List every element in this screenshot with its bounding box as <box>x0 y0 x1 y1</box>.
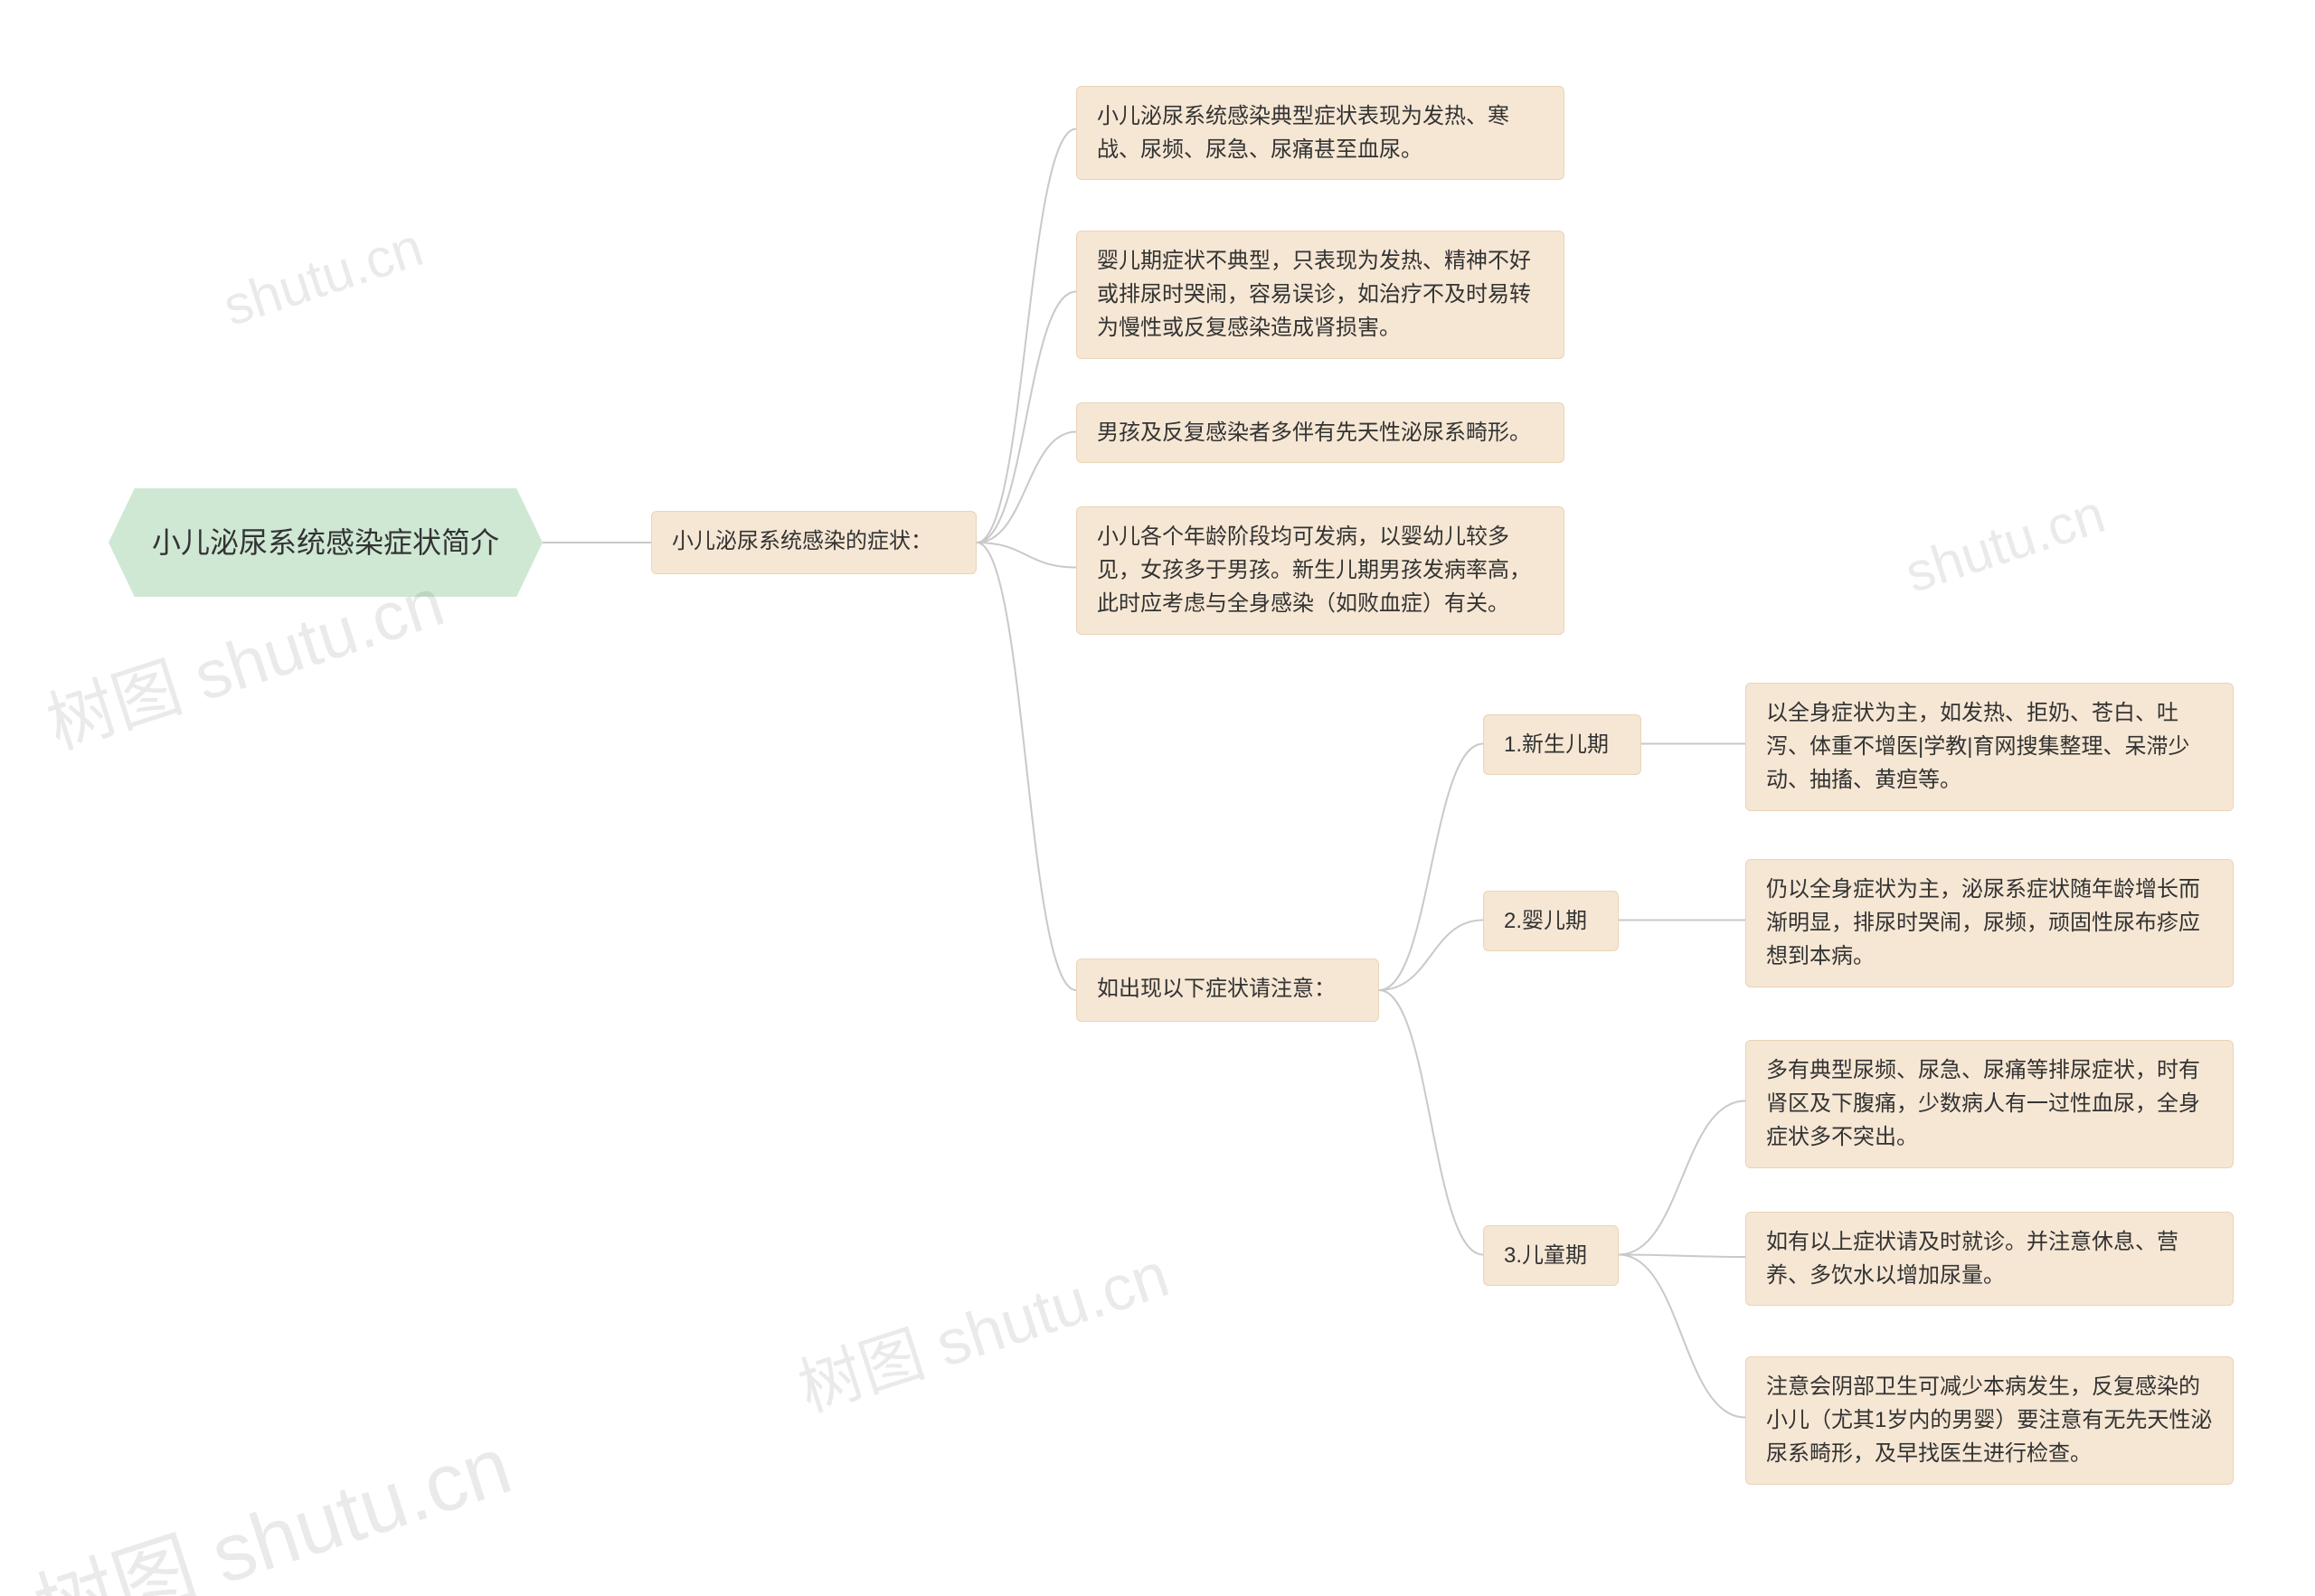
detail-child-1: 如有以上症状请及时就诊。并注意休息、营养、多饮水以增加尿量。 <box>1745 1212 2234 1306</box>
detail-child-0: 多有典型尿频、尿急、尿痛等排尿症状，时有肾区及下腹痛，少数病人有一过性血尿，全身… <box>1745 1040 2234 1168</box>
detail-infant-0: 仍以全身症状为主，泌尿系症状随年龄增长而渐明显，排尿时哭闹，尿频，顽固性尿布疹应… <box>1745 859 2234 987</box>
detail-child-2: 注意会阴部卫生可减少本病发生，反复感染的小儿（尤其1岁内的男婴）要注意有无先天性… <box>1745 1356 2234 1485</box>
age-newborn: 1.新生儿期 <box>1483 714 1641 775</box>
detail-newborn-0: 以全身症状为主，如发热、拒奶、苍白、吐泻、体重不增医|学教|育网搜集整理、呆滞少… <box>1745 683 2234 811</box>
root-node: 小儿泌尿系统感染症状简介 <box>109 488 543 597</box>
age-infant: 2.婴儿期 <box>1483 891 1619 951</box>
branch-symptoms: 小儿泌尿系统感染的症状： <box>651 511 977 574</box>
leaf-boys-malformation: 男孩及反复感染者多伴有先天性泌尿系畸形。 <box>1076 402 1564 463</box>
leaf-typical-symptoms: 小儿泌尿系统感染典型症状表现为发热、寒战、尿频、尿急、尿痛甚至血尿。 <box>1076 86 1564 180</box>
watermark: shutu.cn <box>1898 482 2112 605</box>
watermark: shutu.cn <box>216 215 430 338</box>
watermark: 树图 shutu.cn <box>18 1400 524 1596</box>
leaf-infant-atypical: 婴儿期症状不典型，只表现为发热、精神不好或排尿时哭闹，容易误诊，如治疗不及时易转… <box>1076 231 1564 359</box>
branch-attention: 如出现以下症状请注意： <box>1076 959 1379 1022</box>
age-child: 3.儿童期 <box>1483 1225 1619 1286</box>
mindmap-canvas: 小儿泌尿系统感染症状简介 小儿泌尿系统感染的症状： 小儿泌尿系统感染典型症状表现… <box>0 0 2315 1596</box>
watermark: 树图 shutu.cn <box>786 1224 1179 1430</box>
leaf-age-incidence: 小儿各个年龄阶段均可发病，以婴幼儿较多见，女孩多于男孩。新生儿期男孩发病率高，此… <box>1076 506 1564 635</box>
